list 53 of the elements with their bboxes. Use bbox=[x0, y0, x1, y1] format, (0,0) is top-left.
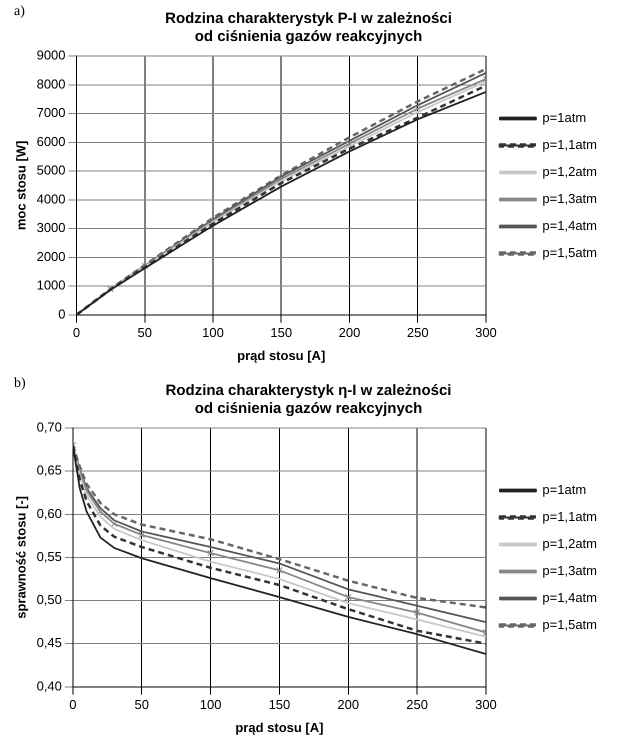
text: Rodzina charakterystyk P-I w zależności bbox=[165, 10, 452, 28]
legend-label: p=1,4atm bbox=[542, 590, 598, 606]
x-tick-label: 300 bbox=[475, 697, 497, 712]
text: b) bbox=[14, 376, 26, 392]
legend-label: p=1,1atm bbox=[542, 509, 598, 524]
x-axis-title: prąd stosu [A] bbox=[237, 348, 326, 363]
legend-label: p=1,1atm bbox=[542, 137, 598, 152]
y-tick-label: 5000 bbox=[36, 162, 66, 178]
x-tick-label: 150 bbox=[268, 697, 290, 712]
legend-label: p=1,5atm bbox=[542, 617, 598, 632]
x-tick-label: 0 bbox=[69, 697, 77, 712]
x-tick-label: 200 bbox=[338, 325, 360, 340]
text: a) bbox=[14, 4, 25, 20]
y-tick-label: 8000 bbox=[36, 76, 66, 92]
legend-label: p=1,2atm bbox=[542, 164, 598, 180]
legend-label: p=1atm bbox=[542, 110, 586, 126]
x-tick-label: 100 bbox=[200, 697, 222, 712]
y-tick-label: 1000 bbox=[36, 278, 66, 293]
x-tick-label: 250 bbox=[406, 697, 428, 712]
y-tick-label: 0,50 bbox=[36, 592, 62, 608]
y-axis-title: sprawność stosu [-] bbox=[13, 496, 28, 619]
x-tick-label: 50 bbox=[138, 325, 152, 340]
y-axis-title: moc stosu [W] bbox=[13, 140, 28, 230]
legend-label: p=1,4atm bbox=[542, 218, 598, 234]
y-tick-label: 0,65 bbox=[36, 462, 62, 478]
text: od ciśnienia gazów reakcyjnych bbox=[194, 400, 422, 418]
x-tick-label: 0 bbox=[72, 325, 80, 340]
y-tick-label: 0,40 bbox=[36, 678, 62, 694]
y-tick-label: 9000 bbox=[36, 48, 66, 63]
x-tick-label: 100 bbox=[202, 325, 224, 340]
x-tick-label: 200 bbox=[337, 697, 360, 712]
legend-label: p=1,2atm bbox=[542, 536, 598, 552]
y-tick-label: 0 bbox=[58, 306, 66, 322]
y-tick-label: 3000 bbox=[36, 220, 66, 236]
x-tick-label: 250 bbox=[406, 325, 429, 340]
legend-label: p=1,5atm bbox=[542, 245, 598, 260]
y-tick-label: 4000 bbox=[36, 191, 66, 206]
x-tick-label: 300 bbox=[475, 325, 497, 340]
text: od ciśnienia gazów reakcyjnych bbox=[194, 28, 422, 46]
y-tick-label: 0,55 bbox=[36, 548, 62, 564]
y-tick-label: 7000 bbox=[36, 105, 66, 120]
x-axis-title: prąd stosu [A] bbox=[235, 720, 324, 735]
legend-label: p=1,3atm bbox=[542, 191, 598, 206]
legend-label: p=1,3atm bbox=[542, 563, 598, 578]
y-tick-label: 0,60 bbox=[36, 506, 62, 521]
y-tick-label: 6000 bbox=[36, 134, 66, 149]
y-tick-label: 0,70 bbox=[36, 420, 62, 435]
x-tick-label: 150 bbox=[270, 325, 292, 340]
y-tick-label: 2000 bbox=[36, 248, 66, 264]
x-tick-label: 50 bbox=[134, 697, 149, 712]
legend-label: p=1atm bbox=[542, 482, 586, 498]
y-tick-label: 0,45 bbox=[36, 635, 62, 650]
text: Rodzina charakterystyk η-I w zależności bbox=[166, 382, 452, 400]
